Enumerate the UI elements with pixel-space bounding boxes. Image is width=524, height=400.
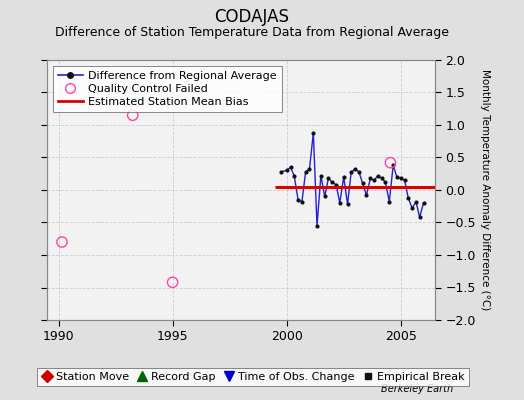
Point: [340, 174, 348, 180]
Point: [298, 198, 306, 205]
Point: [370, 177, 378, 184]
Point: [305, 166, 314, 172]
Text: CODAJAS: CODAJAS: [214, 8, 289, 26]
Point: [58, 239, 66, 245]
Point: [347, 168, 355, 175]
Point: [290, 172, 298, 179]
Point: [324, 175, 333, 182]
Point: [392, 174, 401, 180]
Text: Difference of Station Temperature Data from Regional Average: Difference of Station Temperature Data f…: [54, 26, 449, 39]
Point: [408, 205, 416, 211]
Point: [385, 198, 394, 205]
Point: [416, 214, 424, 220]
Point: [128, 112, 137, 118]
Point: [400, 177, 409, 184]
Point: [404, 194, 412, 201]
Point: [397, 175, 405, 182]
Point: [389, 162, 397, 168]
Point: [374, 172, 382, 179]
Legend: Station Move, Record Gap, Time of Obs. Change, Empirical Break: Station Move, Record Gap, Time of Obs. C…: [37, 368, 469, 386]
Point: [328, 179, 336, 185]
Y-axis label: Monthly Temperature Anomaly Difference (°C): Monthly Temperature Anomaly Difference (…: [480, 69, 490, 311]
Legend: Difference from Regional Average, Quality Control Failed, Estimated Station Mean: Difference from Regional Average, Qualit…: [53, 66, 282, 112]
Point: [294, 196, 302, 203]
Point: [366, 175, 375, 182]
Text: Berkeley Earth: Berkeley Earth: [381, 384, 453, 394]
Point: [282, 167, 291, 174]
Point: [381, 179, 390, 185]
Point: [378, 175, 386, 182]
Point: [351, 166, 359, 172]
Point: [316, 172, 325, 179]
Point: [313, 222, 321, 229]
Point: [386, 160, 395, 166]
Point: [355, 168, 363, 175]
Point: [419, 200, 428, 206]
Point: [358, 180, 367, 187]
Point: [168, 279, 177, 286]
Point: [309, 130, 318, 136]
Point: [362, 192, 370, 198]
Point: [301, 168, 310, 175]
Point: [343, 201, 352, 208]
Point: [277, 168, 285, 175]
Point: [412, 198, 420, 205]
Point: [321, 193, 329, 200]
Point: [332, 182, 341, 188]
Point: [335, 200, 344, 206]
Point: [286, 164, 294, 170]
